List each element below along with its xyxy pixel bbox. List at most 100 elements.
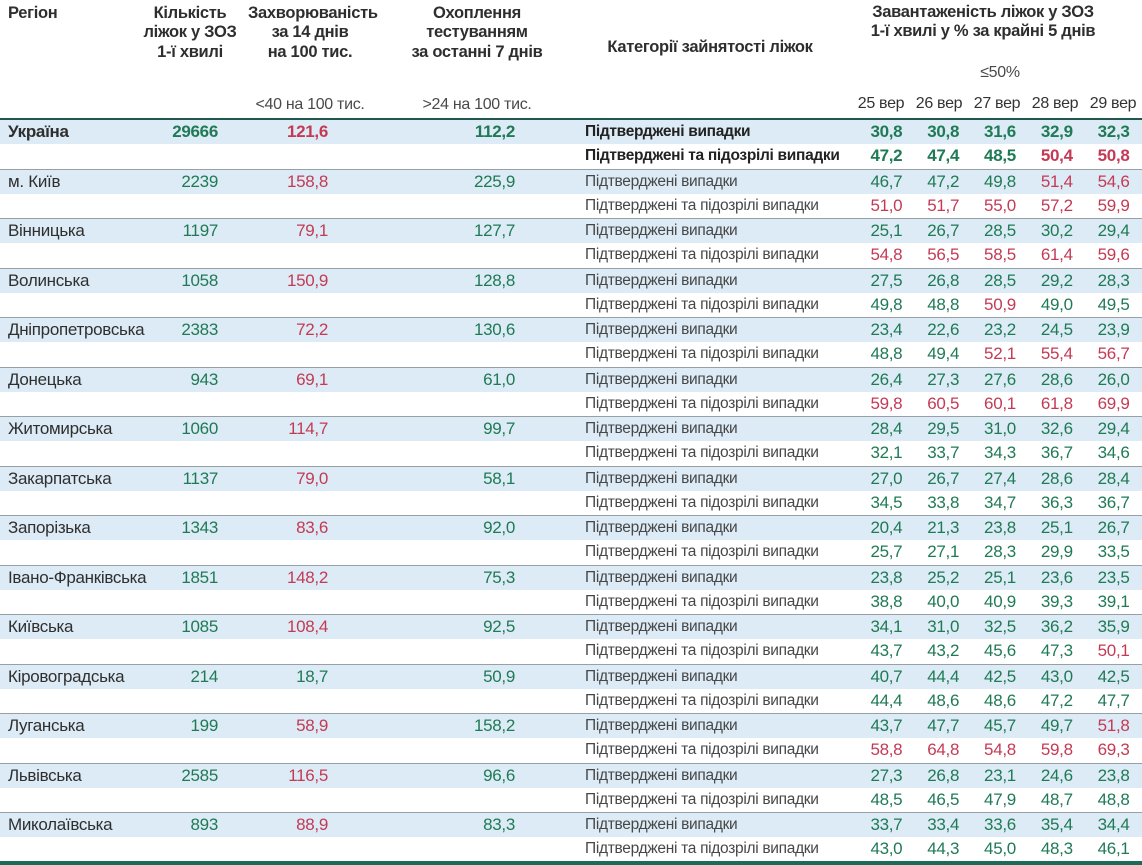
- date-label: 29 вер: [1089, 95, 1137, 112]
- region-block: Житомирська 1060 114,7 99,7 Підтверджені…: [0, 416, 1142, 466]
- category-label-confirmed: Підтверджені випадки: [585, 816, 738, 834]
- region-block: Запорізька 1343 83,6 92,0 Підтверджені в…: [0, 515, 1142, 565]
- occupancy-value: 40,7: [870, 666, 903, 686]
- region-block: Івано-Франківська 1851 148,2 75,3 Підтве…: [0, 564, 1142, 614]
- table-body: Україна 29666 121,6 112,2 Підтверджені в…: [0, 118, 1142, 862]
- occupancy-value: 46,5: [927, 789, 960, 809]
- region-block: Львівська 2585 116,5 96,6 Підтверджені в…: [0, 762, 1142, 812]
- region-name: Кіровоградська: [8, 666, 125, 686]
- occupancy-value: 33,4: [927, 815, 960, 835]
- occupancy-value: 51,4: [1040, 171, 1073, 191]
- occupancy-value: 46,7: [870, 171, 903, 191]
- date-header-row: 25 вер 26 вер 27 вер 28 вер 29 вер: [852, 95, 1142, 113]
- occupancy-value: 26,7: [1097, 518, 1130, 538]
- occupancy-value: 47,2: [870, 146, 903, 166]
- table-row: Підтверджені та підозрілі випадки 51,0 5…: [0, 193, 1142, 218]
- occupancy-value: 24,6: [1040, 765, 1073, 785]
- region-block: Україна 29666 121,6 112,2 Підтверджені в…: [0, 118, 1142, 169]
- region-name: Івано-Франківська: [8, 567, 147, 587]
- occupancy-value: 32,5: [984, 617, 1016, 637]
- incidence-value: 58,9: [296, 716, 328, 736]
- occupancy-value: 30,8: [927, 122, 960, 142]
- occupancy-value: 33,6: [984, 815, 1016, 835]
- occupancy-value: 32,9: [1040, 122, 1073, 142]
- region-block: Волинська 1058 150,9 128,8 Підтверджені …: [0, 267, 1142, 317]
- incidence-value: 79,0: [296, 468, 328, 488]
- table-row: Дніпропетровська 2383 72,2 130,6 Підтвер…: [0, 318, 1142, 343]
- occupancy-value: 47,9: [984, 789, 1016, 809]
- incidence-value: 114,7: [288, 419, 328, 439]
- region-block: Кіровоградська 214 18,7 50,9 Підтверджен…: [0, 663, 1142, 713]
- occupancy-value: 32,6: [1040, 419, 1073, 439]
- category-label-suspected: Підтверджені та підозрілі випадки: [585, 642, 819, 660]
- table-row: Підтверджені та підозрілі випадки 32,1 3…: [0, 441, 1142, 466]
- table-row: Підтверджені та підозрілі випадки 43,7 4…: [0, 639, 1142, 664]
- occupancy-value: 48,5: [870, 789, 903, 809]
- occupancy-value: 22,6: [927, 320, 960, 340]
- table-row: Закарпатська 1137 79,0 58,1 Підтверджені…: [0, 466, 1142, 491]
- occupancy-value: 25,2: [927, 567, 960, 587]
- table-row: Кіровоградська 214 18,7 50,9 Підтверджен…: [0, 664, 1142, 689]
- occupancy-value: 32,3: [1097, 122, 1130, 142]
- occupancy-value: 29,4: [1097, 221, 1130, 241]
- occupancy-value: 23,1: [984, 765, 1016, 785]
- occupancy-value: 27,4: [984, 468, 1016, 488]
- occupancy-value: 27,1: [927, 542, 960, 562]
- category-label-confirmed: Підтверджені випадки: [585, 271, 738, 289]
- beds-value: 1060: [181, 419, 218, 439]
- incidence-value: 88,9: [296, 815, 328, 835]
- occupancy-value: 31,0: [927, 617, 960, 637]
- occupancy-value: 21,3: [927, 518, 960, 538]
- occupancy-value: 28,3: [984, 542, 1016, 562]
- occupancy-value: 33,8: [927, 492, 960, 512]
- occupancy-value: 42,5: [1097, 666, 1130, 686]
- beds-value: 943: [190, 369, 219, 389]
- testing-value: 112,2: [474, 122, 515, 142]
- testing-value: 75,3: [483, 567, 515, 587]
- table-row: м. Київ 2239 158,8 225,9 Підтверджені ви…: [0, 169, 1142, 194]
- occupancy-value: 26,8: [927, 765, 960, 785]
- occupancy-value: 43,0: [1040, 666, 1073, 686]
- beds-value: 214: [190, 666, 219, 686]
- occupancy-value: 23,8: [984, 518, 1016, 538]
- occupancy-value: 40,0: [927, 591, 960, 611]
- category-label-confirmed: Підтверджені випадки: [585, 568, 738, 586]
- occupancy-value: 34,7: [984, 492, 1016, 512]
- table-row: Вінницька 1197 79,1 127,7 Підтверджені в…: [0, 219, 1142, 244]
- incidence-value: 18,7: [296, 666, 328, 686]
- occupancy-value: 61,4: [1040, 245, 1073, 265]
- occupancy-value: 50,9: [984, 294, 1016, 314]
- beds-value: 199: [190, 716, 219, 736]
- occupancy-value: 34,6: [1097, 443, 1130, 463]
- occupancy-value: 36,2: [1040, 617, 1073, 637]
- occupancy-value: 39,3: [1040, 591, 1073, 611]
- incidence-value: 121,6: [286, 122, 328, 142]
- occupancy-value: 47,3: [1040, 641, 1073, 661]
- incidence-value: 72,2: [296, 320, 328, 340]
- occupancy-value: 51,0: [870, 195, 903, 215]
- region-name: Житомирська: [8, 419, 113, 439]
- region-block: Донецька 943 69,1 61,0 Підтверджені випа…: [0, 366, 1142, 416]
- beds-value: 29666: [172, 122, 218, 142]
- occupancy-value: 55,0: [984, 195, 1016, 215]
- column-header-region: Регіон: [8, 4, 58, 22]
- occupancy-value: 49,8: [870, 294, 903, 314]
- occupancy-value: 39,1: [1097, 591, 1130, 611]
- occupancy-value: 33,7: [927, 443, 960, 463]
- column-header-occupancy: Завантаженість ліжок у ЗОЗ 1-ї хвилі у %…: [870, 3, 1096, 41]
- occupancy-value: 34,5: [870, 492, 903, 512]
- region-name: Закарпатська: [8, 468, 112, 488]
- category-label-suspected: Підтверджені та підозрілі випадки: [585, 790, 819, 808]
- region-name: Львівська: [8, 765, 82, 785]
- beds-value: 1851: [181, 567, 218, 587]
- occupancy-value: 45,7: [984, 716, 1016, 736]
- occupancy-value: 48,8: [870, 344, 903, 364]
- table-row: Підтверджені та підозрілі випадки 25,7 2…: [0, 540, 1142, 565]
- occupancy-value: 20,4: [870, 518, 903, 538]
- testing-value: 83,3: [483, 815, 515, 835]
- beds-value: 1058: [181, 270, 218, 290]
- occupancy-value: 40,9: [984, 591, 1016, 611]
- region-block: Дніпропетровська 2383 72,2 130,6 Підтвер…: [0, 317, 1142, 367]
- category-label-suspected: Підтверджені та підозрілі випадки: [585, 394, 819, 412]
- column-header-testing: Охоплення тестуванням за останні 7 днів: [411, 4, 543, 61]
